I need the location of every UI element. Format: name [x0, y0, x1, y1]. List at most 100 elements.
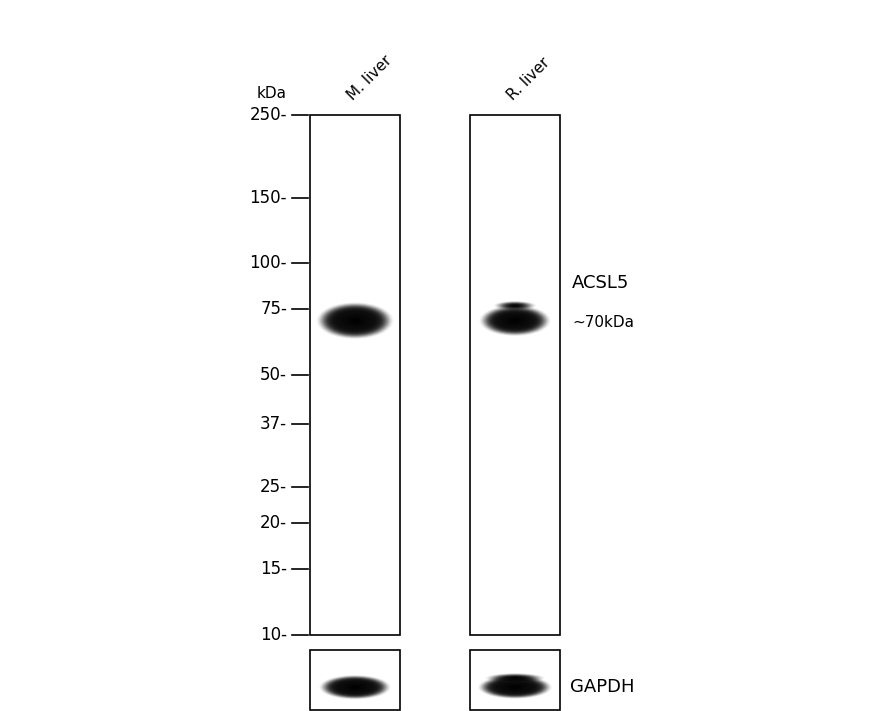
- Ellipse shape: [495, 312, 535, 329]
- Ellipse shape: [494, 680, 536, 694]
- Ellipse shape: [326, 677, 385, 697]
- Ellipse shape: [508, 685, 521, 689]
- Ellipse shape: [512, 319, 518, 322]
- Ellipse shape: [502, 676, 528, 680]
- Ellipse shape: [497, 301, 533, 309]
- Ellipse shape: [496, 682, 533, 693]
- Ellipse shape: [323, 676, 386, 698]
- Ellipse shape: [511, 319, 519, 323]
- Ellipse shape: [496, 312, 535, 329]
- Ellipse shape: [337, 311, 374, 330]
- Text: M. liver: M. liver: [345, 53, 395, 103]
- Ellipse shape: [334, 680, 377, 695]
- Text: 100-: 100-: [250, 254, 287, 272]
- Ellipse shape: [351, 319, 359, 323]
- Ellipse shape: [353, 320, 357, 321]
- Ellipse shape: [507, 677, 523, 680]
- Ellipse shape: [330, 679, 380, 695]
- Ellipse shape: [503, 303, 527, 309]
- Ellipse shape: [346, 685, 363, 690]
- Ellipse shape: [325, 306, 385, 335]
- Ellipse shape: [500, 683, 530, 692]
- Ellipse shape: [503, 303, 527, 308]
- Ellipse shape: [488, 309, 543, 333]
- Ellipse shape: [504, 304, 526, 308]
- Ellipse shape: [499, 314, 531, 328]
- Ellipse shape: [493, 311, 537, 330]
- Ellipse shape: [483, 306, 547, 335]
- Ellipse shape: [505, 304, 525, 308]
- Ellipse shape: [351, 685, 360, 689]
- Ellipse shape: [498, 314, 532, 328]
- Ellipse shape: [505, 677, 525, 680]
- Ellipse shape: [505, 304, 525, 308]
- Ellipse shape: [511, 319, 519, 322]
- Ellipse shape: [500, 302, 529, 309]
- Ellipse shape: [500, 675, 530, 680]
- Ellipse shape: [336, 680, 375, 694]
- Ellipse shape: [329, 678, 382, 696]
- Ellipse shape: [500, 302, 530, 309]
- Ellipse shape: [491, 674, 539, 683]
- Text: 20-: 20-: [260, 514, 287, 532]
- Ellipse shape: [489, 309, 541, 332]
- Text: 10-: 10-: [260, 626, 287, 644]
- Ellipse shape: [332, 679, 378, 695]
- Ellipse shape: [484, 678, 545, 697]
- Ellipse shape: [348, 317, 362, 324]
- Text: 75-: 75-: [260, 301, 287, 319]
- Ellipse shape: [511, 305, 519, 306]
- Ellipse shape: [510, 319, 520, 323]
- Ellipse shape: [501, 302, 529, 309]
- Ellipse shape: [501, 675, 529, 680]
- Ellipse shape: [502, 315, 527, 326]
- Ellipse shape: [494, 675, 536, 682]
- Ellipse shape: [503, 676, 527, 680]
- Ellipse shape: [481, 677, 549, 697]
- Ellipse shape: [323, 306, 386, 336]
- Text: ACSL5: ACSL5: [572, 274, 630, 292]
- Ellipse shape: [490, 674, 539, 683]
- Text: 50-: 50-: [260, 366, 287, 384]
- Ellipse shape: [503, 303, 527, 309]
- Ellipse shape: [329, 308, 382, 333]
- Ellipse shape: [328, 678, 383, 697]
- Ellipse shape: [499, 682, 531, 693]
- Ellipse shape: [486, 308, 544, 333]
- Ellipse shape: [354, 320, 356, 321]
- Ellipse shape: [511, 678, 519, 679]
- Ellipse shape: [340, 314, 369, 328]
- Ellipse shape: [495, 675, 535, 682]
- Ellipse shape: [338, 313, 372, 328]
- Ellipse shape: [322, 305, 388, 336]
- Ellipse shape: [349, 685, 361, 690]
- Ellipse shape: [508, 304, 522, 307]
- Ellipse shape: [513, 320, 517, 321]
- Ellipse shape: [493, 680, 537, 694]
- Ellipse shape: [321, 304, 389, 337]
- Ellipse shape: [493, 675, 537, 682]
- Ellipse shape: [353, 687, 357, 688]
- Ellipse shape: [511, 304, 519, 306]
- Ellipse shape: [342, 683, 368, 692]
- Ellipse shape: [511, 305, 519, 306]
- Ellipse shape: [337, 681, 373, 693]
- Ellipse shape: [337, 681, 374, 693]
- Ellipse shape: [496, 313, 534, 328]
- Ellipse shape: [324, 306, 385, 336]
- Ellipse shape: [482, 306, 548, 335]
- Ellipse shape: [507, 685, 523, 690]
- Ellipse shape: [345, 684, 364, 690]
- Ellipse shape: [511, 685, 519, 689]
- Ellipse shape: [347, 317, 363, 324]
- Ellipse shape: [338, 682, 371, 693]
- Ellipse shape: [497, 675, 532, 681]
- Ellipse shape: [350, 685, 361, 689]
- Ellipse shape: [490, 310, 540, 331]
- Bar: [470, 115, 560, 635]
- Ellipse shape: [480, 676, 551, 698]
- Ellipse shape: [511, 678, 519, 679]
- Ellipse shape: [342, 314, 368, 327]
- Ellipse shape: [491, 680, 539, 695]
- Ellipse shape: [508, 677, 522, 680]
